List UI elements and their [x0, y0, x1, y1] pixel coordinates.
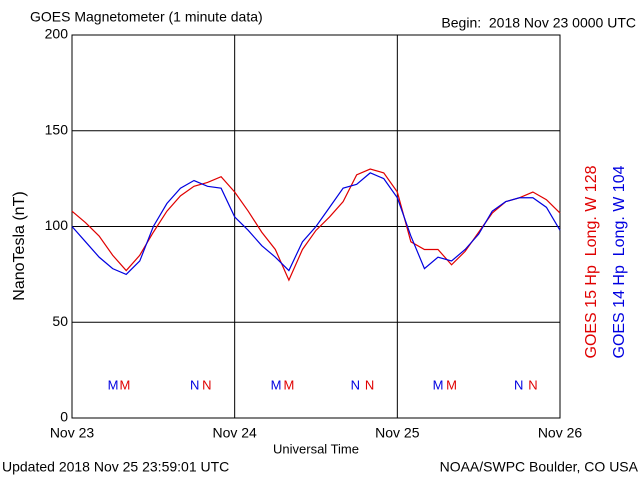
y-tick-label: 150 [45, 121, 69, 137]
time-marker: M [446, 377, 457, 392]
y-tick-label: 0 [60, 409, 68, 425]
time-marker: M [108, 377, 119, 392]
legend-entry: GOES 14 Hp Long. W 104 [611, 165, 628, 358]
y-axis-label: NanoTesla (nT) [11, 191, 28, 300]
time-marker: M [433, 377, 444, 392]
series-line [71, 172, 561, 276]
chart-subtitle: Begin: 2018 Nov 23 0000 UTC [441, 15, 636, 31]
time-marker: N [351, 377, 360, 392]
y-tick-label: 200 [45, 26, 69, 42]
x-tick-label: Nov 24 [212, 425, 257, 441]
footer-left: Updated 2018 Nov 25 23:59:01 UTC [2, 459, 229, 475]
time-marker: N [514, 377, 523, 392]
footer-right: NOAA/SWPC Boulder, CO USA [440, 459, 639, 475]
x-tick-label: Nov 23 [50, 425, 95, 441]
y-tick-label: 50 [52, 313, 68, 329]
time-marker: N [528, 377, 537, 392]
time-marker: N [190, 377, 199, 392]
legend-entry: GOES 15 Hp Long. W 128 [583, 165, 600, 358]
time-marker: M [119, 377, 130, 392]
chart-title: GOES Magnetometer (1 minute data) [30, 9, 263, 25]
time-marker: N [202, 377, 211, 392]
time-marker: M [283, 377, 294, 392]
time-marker: M [271, 377, 282, 392]
x-axis-label: Universal Time [273, 441, 359, 456]
x-tick-label: Nov 26 [538, 425, 583, 441]
time-marker: N [365, 377, 374, 392]
y-tick-label: 100 [45, 217, 69, 233]
x-tick-label: Nov 25 [375, 425, 420, 441]
series-line [71, 168, 561, 282]
